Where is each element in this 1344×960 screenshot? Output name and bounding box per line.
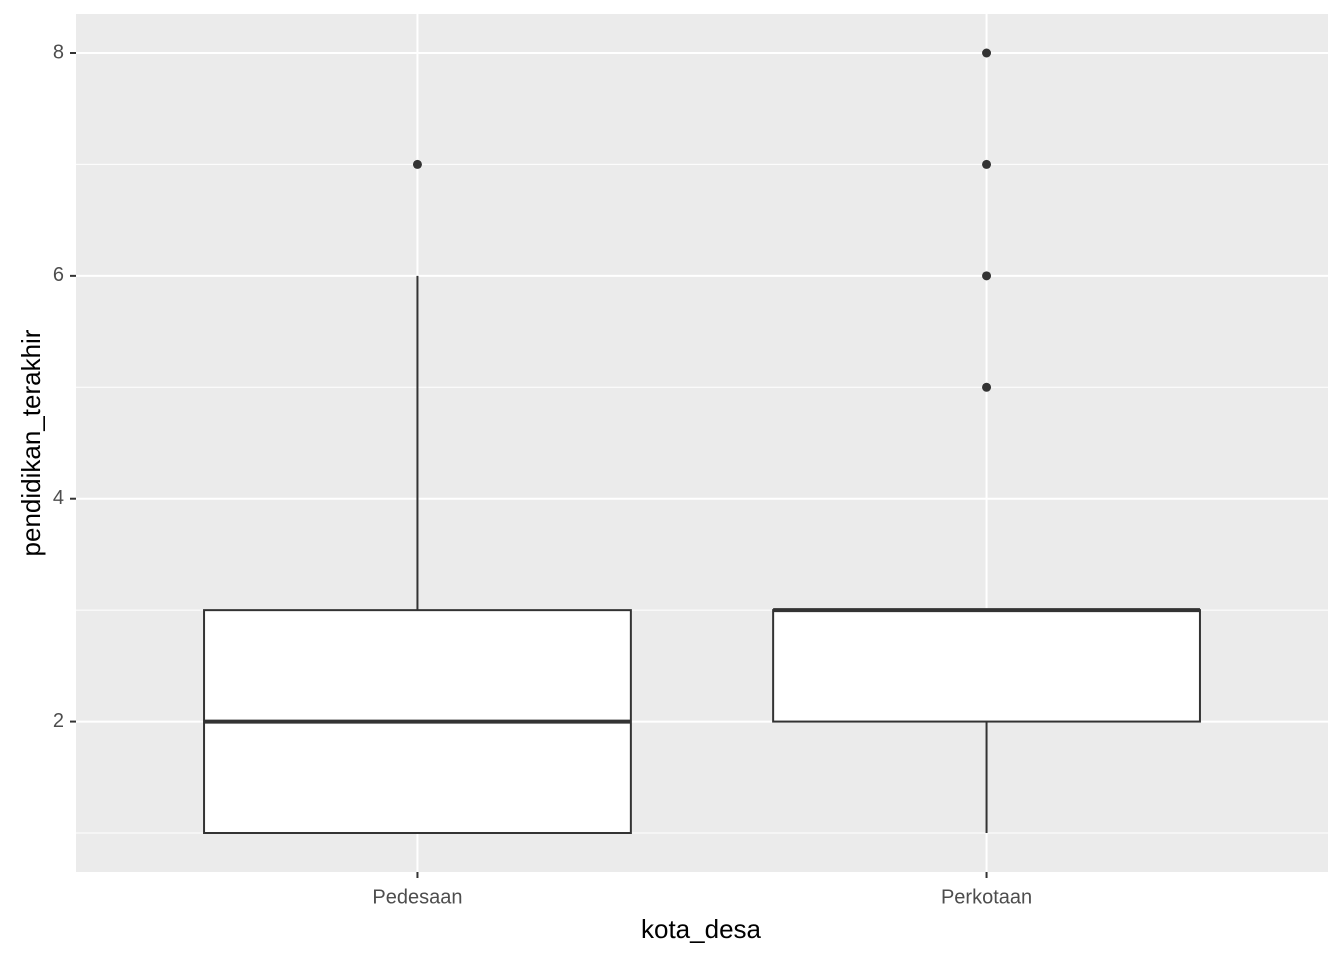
box: [772, 609, 1201, 723]
x-axis-title: kota_desa: [641, 914, 762, 944]
y-axis-title: pendidikan_terakhir: [16, 329, 46, 556]
outlier: [982, 382, 992, 392]
x-tick-label: Pedesaan: [372, 886, 462, 908]
outlier: [412, 159, 422, 169]
y-tick-label: 2: [53, 710, 64, 732]
outlier: [982, 159, 992, 169]
y-tick-label: 4: [53, 487, 64, 509]
y-tick-label: 6: [53, 264, 64, 286]
y-tick-label: 8: [53, 41, 64, 63]
outlier: [982, 271, 992, 281]
x-tick-label: Perkotaan: [941, 886, 1032, 908]
outlier: [982, 48, 992, 58]
